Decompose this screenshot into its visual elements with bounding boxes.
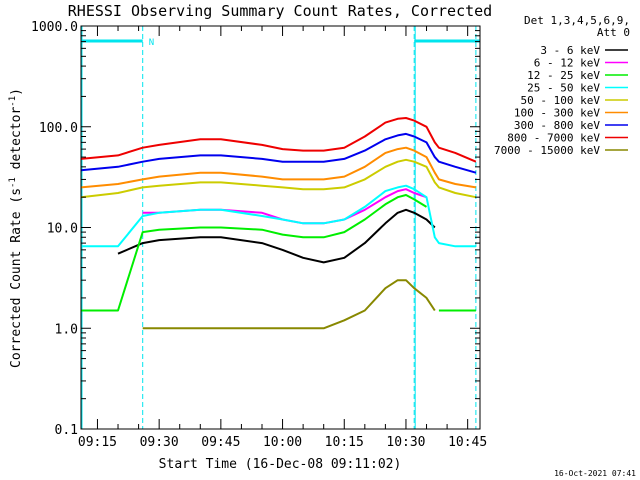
- night-marker-label: N: [149, 38, 154, 48]
- night-overlays: N: [81, 26, 480, 429]
- series-line-3: [81, 184, 476, 248]
- legend-label: 50 - 100 keV: [521, 94, 601, 107]
- x-tick-label: 10:45: [448, 435, 487, 450]
- y-tick-label: 1.0: [55, 322, 78, 337]
- y-axis-label: Corrected Count Rate (s-1 detector-1): [8, 88, 24, 368]
- chart-title: RHESSI Observing Summary Count Rates, Co…: [68, 2, 492, 20]
- x-tick-label: 10:00: [263, 435, 302, 450]
- series-line-6: [80, 132, 477, 174]
- y-tick-label: 10.0: [47, 222, 78, 237]
- legend-label: 6 - 12 keV: [534, 57, 601, 70]
- x-axis-label: Start Time (16-Dec-08 09:11:02): [159, 457, 402, 472]
- legend-label: 800 - 7000 keV: [507, 132, 600, 145]
- series-line-8: [142, 279, 436, 330]
- x-tick-label: 09:15: [78, 435, 117, 450]
- generation-timestamp: 16-Oct-2021 07:41: [554, 469, 636, 478]
- series-line-7: [80, 117, 477, 163]
- x-tick-label: 09:45: [201, 435, 240, 450]
- legend-label: 12 - 25 keV: [527, 69, 600, 82]
- series-line-2: [81, 194, 476, 312]
- legend-label: 7000 - 15000 keV: [494, 144, 600, 157]
- y-axis: 1000.0 100.0 10.0 1.0 0.1: [31, 20, 480, 438]
- x-tick-label: 10:15: [325, 435, 364, 450]
- y-tick-label: 1000.0: [31, 20, 78, 35]
- plot-frame: [80, 25, 481, 430]
- x-tick-label: 10:30: [386, 435, 425, 450]
- legend-header: Det 1,3,4,5,6,9,: [524, 14, 630, 27]
- legend-label: 100 - 300 keV: [514, 107, 600, 120]
- y-axis-label-part1: Corrected Count Rate (s: [9, 188, 24, 368]
- y-tick-label: 100.0: [39, 121, 78, 136]
- legend-label: 25 - 50 keV: [527, 82, 600, 95]
- series-line-4: [80, 158, 477, 199]
- legend-header: Att 0: [597, 26, 630, 39]
- x-tick-label: 09:30: [140, 435, 179, 450]
- y-axis-label-sup2: -1: [8, 96, 18, 107]
- series-layer: [80, 117, 477, 330]
- series-line-5: [80, 146, 477, 189]
- series-line-0: [117, 208, 436, 264]
- y-axis-label-part2: detector: [9, 107, 24, 178]
- y-axis-label-sup1: -1: [8, 177, 18, 188]
- y-tick-label: 0.1: [55, 423, 78, 438]
- legend-label: 3 - 6 keV: [540, 44, 600, 57]
- y-axis-label-part3: ): [9, 88, 24, 96]
- x-axis: 09:15 09:30 09:45 10:00 10:15 10:30 10:45: [78, 26, 487, 450]
- legend-label: 300 - 800 keV: [514, 119, 600, 132]
